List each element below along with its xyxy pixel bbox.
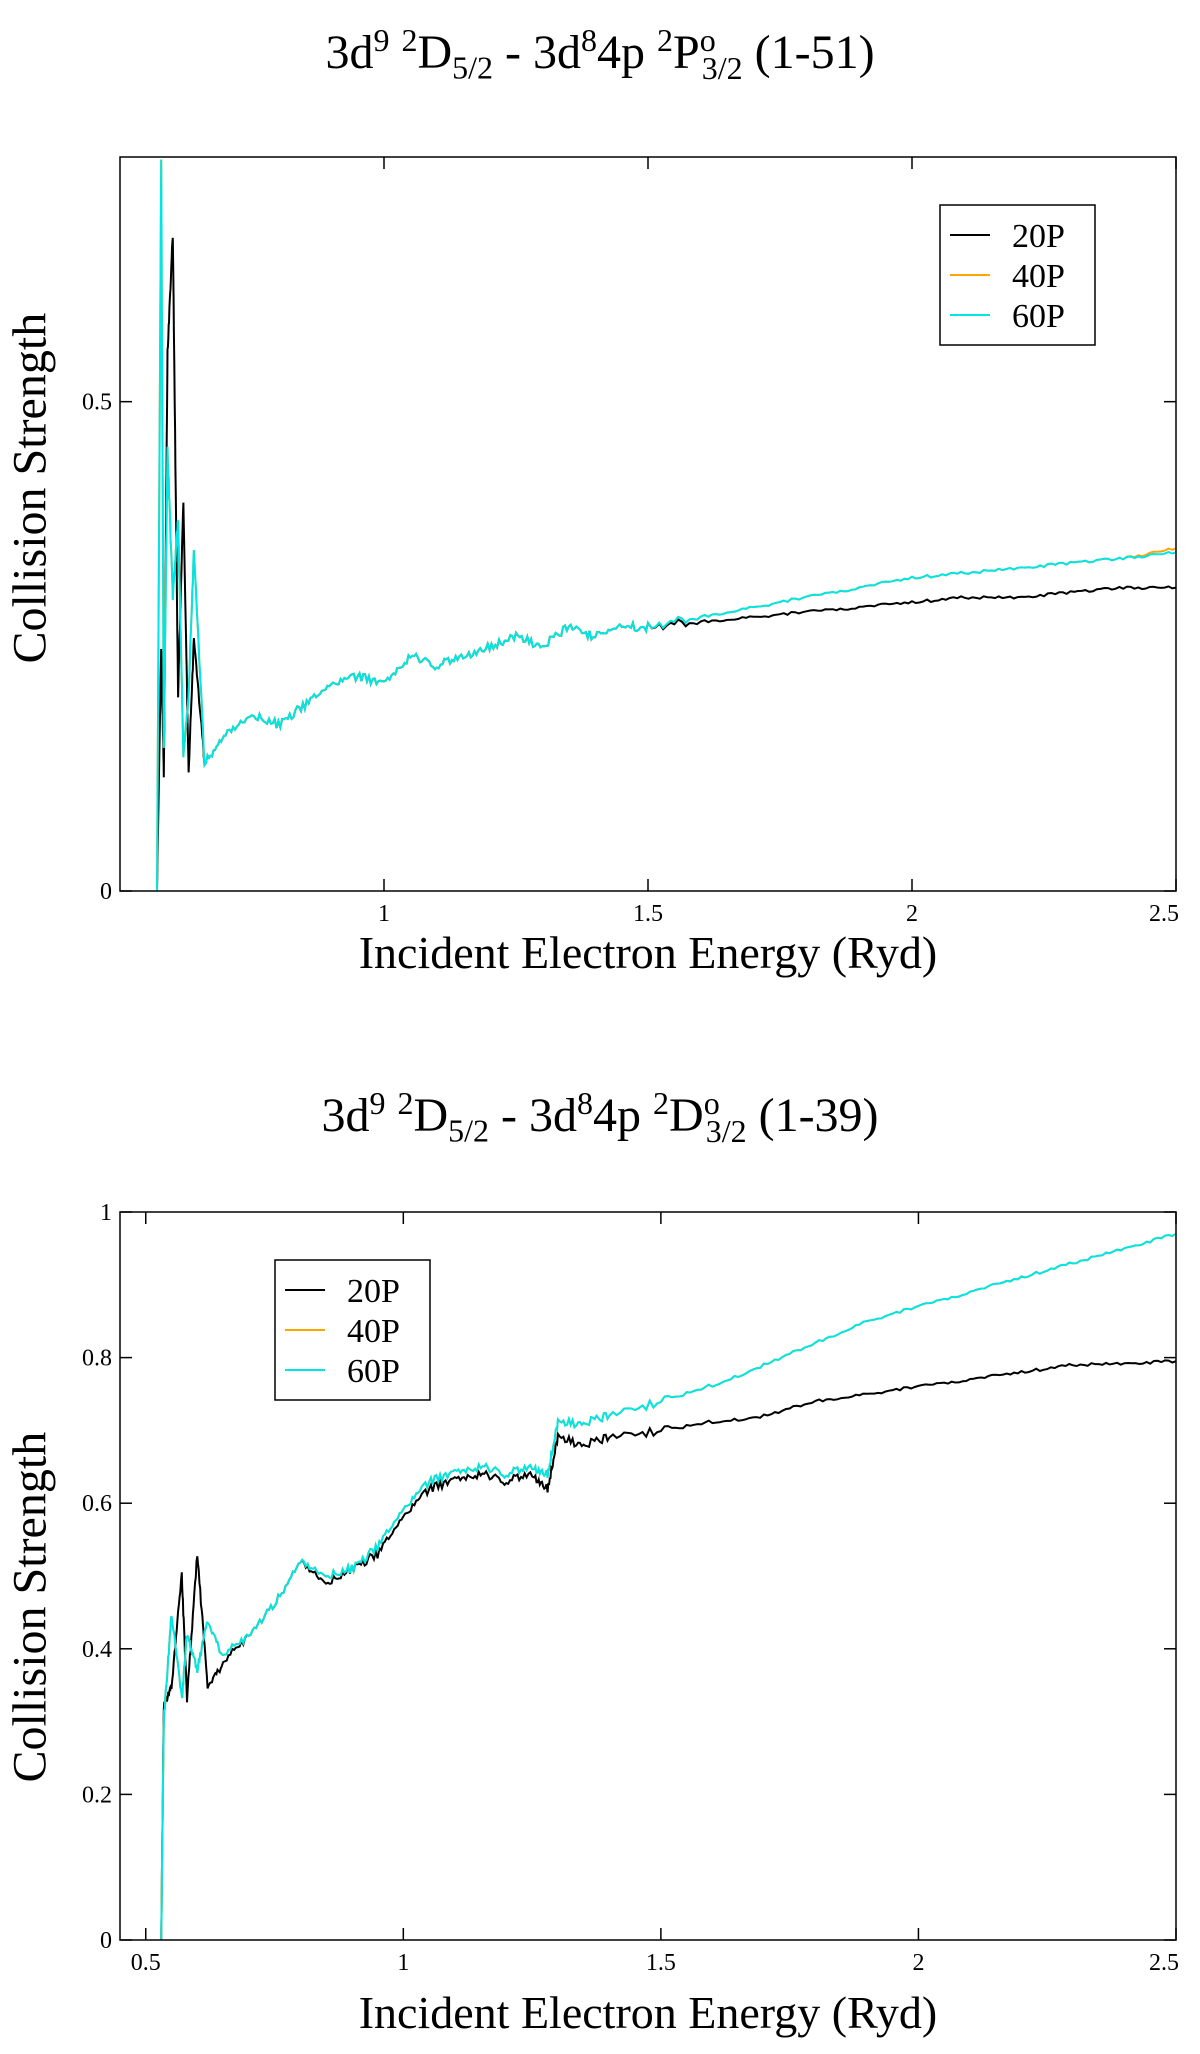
y-tick: 1 (100, 1200, 1176, 1226)
x-tick-label: 1 (378, 901, 390, 927)
legend-label: 40P (347, 1313, 400, 1350)
series-group (156, 159, 1176, 891)
series-line-60P (156, 159, 1176, 891)
x-tick: 1.5 (633, 157, 663, 927)
y-tick-label: 0.4 (82, 1637, 112, 1663)
x-tick: 0.5 (131, 1212, 161, 1976)
y-tick-label: 0 (100, 879, 112, 905)
x-tick-label: 1.5 (646, 1950, 676, 1976)
y-tick: 0 (100, 879, 1176, 905)
x-tick-label: 1.5 (633, 901, 663, 927)
x-tick: 2.5 (1149, 157, 1179, 927)
x-tick: 1 (397, 1212, 409, 1976)
series-line-60P (160, 1232, 1176, 1940)
chart-bottom: 3d9 2D5/2 - 3d84p 2Do3/2 (1-39) 0.5 1 1.5 2… (0, 1040, 1200, 2054)
y-tick: 0.2 (82, 1782, 1176, 1808)
y-tick: 0 (100, 1928, 1176, 1954)
y-axis-label: Collision Strength (3, 312, 57, 664)
x-axis-label: Incident Electron Energy (Ryd) (358, 1987, 938, 2038)
y-tick: 0.8 (82, 1346, 1176, 1372)
x-axis-label: Incident Electron Energy (Ryd) (358, 927, 938, 978)
y-tick-label: 0.6 (82, 1491, 112, 1517)
y-tick: 0.5 (82, 390, 1176, 416)
plot-frame (119, 1211, 1177, 1941)
y-tick: 0.6 (82, 1491, 1176, 1517)
x-tick-label: 2 (912, 1950, 924, 1976)
y-tick: 0.4 (82, 1637, 1176, 1663)
legend-label: 60P (347, 1353, 400, 1390)
x-tick: 1.5 (646, 1212, 676, 1976)
chart-title: 3d9 2D5/2 - 3d84p 2Do3/2 (1-39) (321, 1085, 879, 1149)
x-tick-label: 2.5 (1149, 1950, 1179, 1976)
legend-label: 20P (1012, 218, 1065, 255)
y-tick-label: 0.5 (82, 390, 112, 416)
y-axis-label: Collision Strength (3, 1431, 57, 1783)
chart-top: 3d9 2D5/2 - 3d84p 2Po3/2 (1-51) 1 1.5 2 2.5… (0, 0, 1200, 1000)
x-tick: 2.5 (1149, 1212, 1179, 1976)
y-tick-label: 0.8 (82, 1346, 112, 1372)
x-tick: 2 (912, 1212, 924, 1976)
x-tick-label: 2.5 (1149, 901, 1179, 927)
x-tick: 1 (378, 157, 390, 927)
x-tick-label: 0.5 (131, 1950, 161, 1976)
series-group (160, 1232, 1176, 1940)
y-tick-label: 0.2 (82, 1782, 112, 1808)
x-tick: 2 (906, 157, 918, 927)
chart-title: 3d9 2D5/2 - 3d84p 2Po3/2 (1-51) (325, 22, 875, 86)
x-tick-label: 1 (397, 1950, 409, 1976)
legend-label: 40P (1012, 258, 1065, 295)
series-line-20P (160, 1359, 1176, 1940)
y-tick-label: 1 (100, 1200, 112, 1226)
legend-label: 60P (1012, 298, 1065, 335)
x-tick-label: 2 (906, 901, 918, 927)
legend-label: 20P (347, 1273, 400, 1310)
y-tick-label: 0 (100, 1928, 112, 1954)
